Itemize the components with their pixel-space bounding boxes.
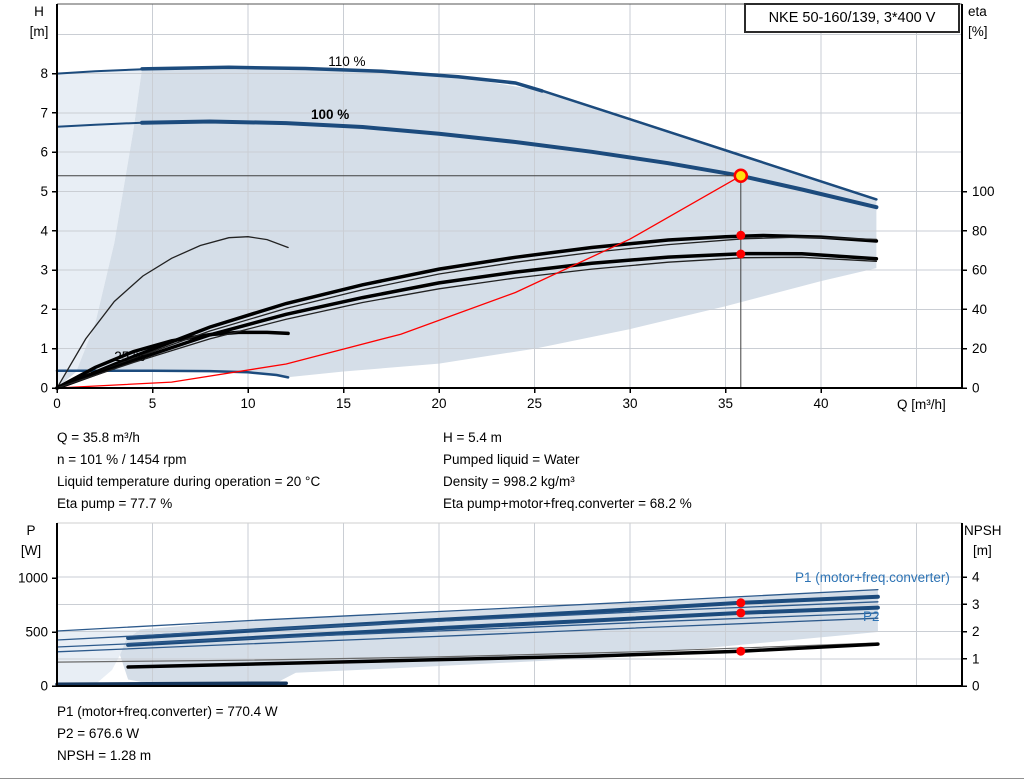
tick-label-right: 0 <box>972 381 980 396</box>
tick-label-left: 4 <box>40 223 48 238</box>
info-line: Liquid temperature during operation = 20… <box>57 474 321 489</box>
tick-label-left: 500 <box>25 625 48 640</box>
eta-axis-label: eta [%] <box>968 4 988 39</box>
tick-label-right: 2 <box>972 624 980 639</box>
tick-label-left: 2 <box>40 302 48 317</box>
operating-region-light <box>57 68 142 389</box>
tick-label-bottom: 10 <box>240 396 255 411</box>
npsh-axis-label: NPSH [m] <box>964 523 1002 558</box>
eta-pump-thin <box>56 236 878 389</box>
label-100pct: 100 % <box>311 107 349 122</box>
eta-total-thin <box>56 256 878 389</box>
tick-label-right: 60 <box>972 263 987 278</box>
curve-100pct-thin <box>56 121 143 128</box>
p2-duty-dot <box>736 608 746 618</box>
info-line: Eta pump = 77.7 % <box>57 496 173 511</box>
tick-label-left: 0 <box>40 679 48 694</box>
tick-label-right: 4 <box>972 570 980 585</box>
eta-total-dot <box>736 249 746 259</box>
tick-label-right: 20 <box>972 341 987 356</box>
duty-info-left: Q = 35.8 m³/h n = 101 % / 1454 rpm Liqui… <box>57 427 320 515</box>
eta-pump-dot <box>736 230 746 240</box>
npsh-100pct-thick <box>126 642 880 669</box>
info-line: Density = 998.2 kg/m³ <box>443 474 575 489</box>
tick-label-bottom: 15 <box>336 396 351 411</box>
p1-110pct-thin <box>56 588 879 632</box>
duty-info-right: H = 5.4 m Pumped liquid = Water Density … <box>443 427 692 515</box>
info-line: n = 101 % / 1454 rpm <box>57 452 187 467</box>
tick-label-left: 8 <box>40 66 48 81</box>
duty-point-marker[interactable] <box>733 168 749 184</box>
p2-110pct-thin <box>56 601 879 641</box>
label-110pct: 110 % <box>328 54 365 69</box>
curve-100pct-thick <box>140 119 879 210</box>
tick-label-left: 0 <box>40 381 48 396</box>
info-line: Eta pump+motor+freq.converter = 68.2 % <box>443 496 692 511</box>
tick-label-right: 0 <box>972 679 980 694</box>
info-line: H = 5.4 m <box>443 430 502 445</box>
curve-110pct-limit <box>542 90 878 201</box>
curve-110pct-thick <box>140 65 544 93</box>
power-region-dark <box>120 589 878 685</box>
q-axis-label: Q [m³/h] <box>897 397 946 412</box>
eta-pump-thick <box>55 233 879 390</box>
p-25pct-curve <box>55 681 288 686</box>
label-p1: P1 (motor+freq.converter) <box>795 570 950 585</box>
system-curve <box>56 175 742 389</box>
tick-label-right: 80 <box>972 223 987 238</box>
h-axis-label: H [m] <box>29 4 49 39</box>
tick-label-bottom: 20 <box>431 396 446 411</box>
p1-duty-dot <box>736 598 746 608</box>
label-p2: P2 <box>863 609 880 624</box>
npsh-duty-dot <box>736 646 746 656</box>
tick-label-left: 1000 <box>18 571 48 586</box>
tick-label-right: 1 <box>972 651 980 666</box>
tick-label-left: 6 <box>40 145 48 160</box>
tick-label-left: 1 <box>40 341 48 356</box>
p-band-thin-1 <box>56 612 879 648</box>
curve-25pct <box>55 369 290 379</box>
power-info: P1 (motor+freq.converter) = 770.4 W P2 =… <box>57 701 278 767</box>
tick-label-bottom: 40 <box>813 396 828 411</box>
info-line: P1 (motor+freq.converter) = 770.4 W <box>57 704 278 719</box>
tick-label-right: 100 <box>972 184 995 199</box>
tick-label-right: 40 <box>972 302 987 317</box>
eta-total-thick <box>55 251 879 390</box>
info-line: NPSH = 1.28 m <box>57 748 152 763</box>
page-bottom-rule <box>0 778 1024 779</box>
info-line: P2 = 676.6 W <box>57 726 140 741</box>
p-band-thin-2 <box>56 617 879 653</box>
p-axis-label: P [W] <box>20 523 42 558</box>
tick-label-bottom: 25 <box>527 396 542 411</box>
eta-25pct-pump-thin <box>56 236 289 389</box>
operating-region-dark <box>57 67 877 389</box>
tick-label-bottom: 0 <box>53 396 61 411</box>
npsh-110pct-thin <box>56 642 879 663</box>
chart-power[interactable]: P1 (motor+freq.converter) P2 0 500 1000 0 1 2 3 4 <box>18 522 980 694</box>
tick-label-bottom: 5 <box>149 396 157 411</box>
tick-label-right: 3 <box>972 597 980 612</box>
tick-label-left: 5 <box>40 184 48 199</box>
info-line: Pumped liquid = Water <box>443 452 580 467</box>
tick-label-bottom: 30 <box>622 396 637 411</box>
tick-label-bottom: 35 <box>718 396 733 411</box>
pump-title-box: NKE 50-160/139, 3*400 V <box>744 3 960 33</box>
info-line: Q = 35.8 m³/h <box>57 430 140 445</box>
tick-label-left: 7 <box>40 105 48 120</box>
label-25pct: 25 % <box>114 349 145 364</box>
tick-label-left: 3 <box>40 263 48 278</box>
